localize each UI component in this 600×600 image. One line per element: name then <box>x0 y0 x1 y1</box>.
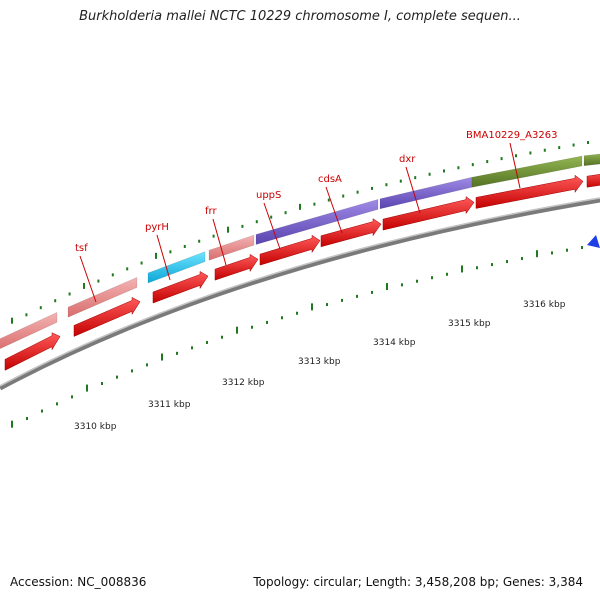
topology-summary: Topology: circular; Length: 3,458,208 bp… <box>253 575 583 589</box>
cds-arrow[interactable] <box>214 253 259 281</box>
gene-label-BMA10229_A3263[interactable]: BMA10229_A3263 <box>466 130 557 141</box>
gene-label-uppS[interactable]: uppS <box>256 190 281 201</box>
label-leaders <box>79 142 521 303</box>
gene-bar-olive-right[interactable] <box>583 153 600 167</box>
label-leader-line <box>79 255 97 303</box>
cds-arrow[interactable] <box>259 234 321 266</box>
kbp-label-3310: 3310 kbp <box>74 422 117 432</box>
label-leader-line <box>325 186 343 234</box>
cds-arrow[interactable] <box>152 271 209 304</box>
scale-ticks <box>11 141 598 428</box>
label-leader-line <box>212 218 227 266</box>
label-leader-line <box>405 166 421 214</box>
gene-bar-BMA10229_A3263[interactable] <box>471 155 583 188</box>
gene-label-pyrH[interactable]: pyrH <box>145 222 169 233</box>
chromosome-backbone <box>0 197 600 391</box>
cds-arrow[interactable] <box>475 174 584 209</box>
label-leader-line <box>509 142 521 189</box>
kbp-label-3316: 3316 kbp <box>523 300 566 310</box>
cds-arrow[interactable] <box>320 218 382 248</box>
gene-label-cdsA[interactable]: cdsA <box>318 174 342 185</box>
gene-bar-tsf[interactable] <box>67 276 138 318</box>
gene-label-tsf[interactable]: tsf <box>75 243 88 254</box>
kbp-label-3313: 3313 kbp <box>298 357 341 367</box>
cds-arrows <box>4 171 600 371</box>
gene-label-frr[interactable]: frr <box>205 206 217 217</box>
kbp-label-3314: 3314 kbp <box>373 338 416 348</box>
gene-bar-pink-left[interactable] <box>0 311 58 351</box>
kbp-label-3315: 3315 kbp <box>448 319 491 329</box>
kbp-label-3311: 3311 kbp <box>148 400 191 410</box>
cds-arrow[interactable] <box>586 171 600 188</box>
label-leader-line <box>263 202 281 250</box>
gene-bar-dxr[interactable] <box>379 176 473 210</box>
kbp-label-3312: 3312 kbp <box>222 378 265 388</box>
label-leader-line <box>156 234 171 281</box>
gene-bar-pyrH[interactable] <box>147 251 206 284</box>
chromosome-backbone-highlight <box>0 197 600 387</box>
blue-feature-marker[interactable] <box>587 235 600 248</box>
accession-text: Accession: NC_008836 <box>10 575 147 589</box>
gene-bar-frr[interactable] <box>208 234 255 261</box>
cds-arrow[interactable] <box>4 332 61 371</box>
cds-arrow[interactable] <box>382 196 475 231</box>
map-title: Burkholderia mallei NCTC 10229 chromosom… <box>79 9 521 24</box>
gene-features <box>0 153 600 351</box>
gene-label-dxr[interactable]: dxr <box>399 154 416 165</box>
gene-bar-uppS-cdsA[interactable] <box>255 198 379 245</box>
cds-arrow[interactable] <box>73 296 141 337</box>
